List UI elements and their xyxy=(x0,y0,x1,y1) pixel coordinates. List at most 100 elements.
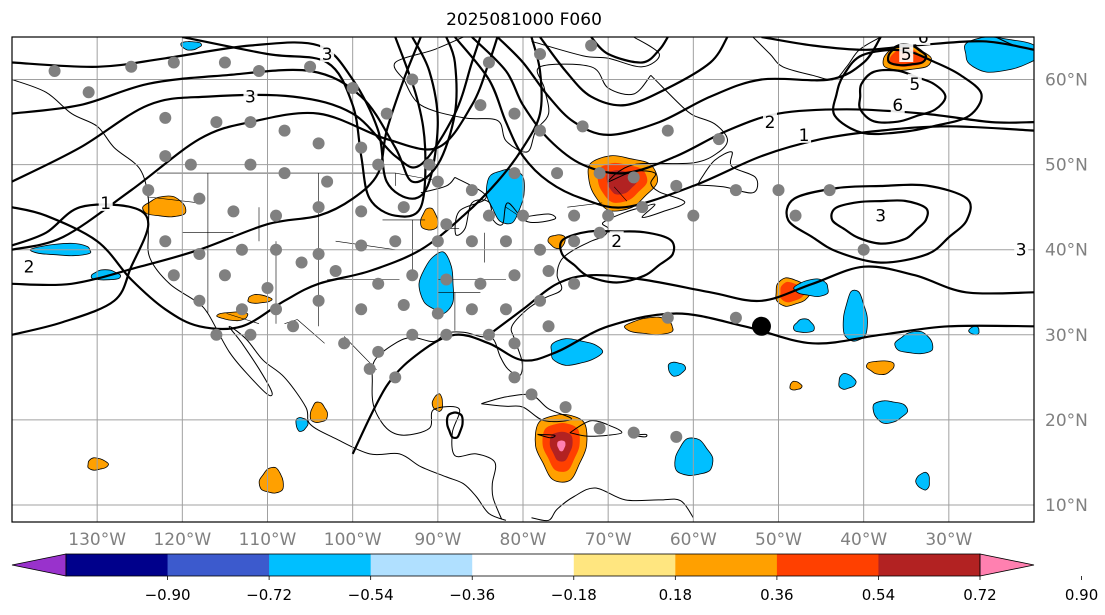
map-frame xyxy=(11,36,1035,523)
station-dot xyxy=(602,209,615,222)
station-dot xyxy=(210,116,223,129)
colorbar-tick-label: −0.54 xyxy=(348,586,394,604)
contour-label: 2 xyxy=(24,258,35,278)
station-dot xyxy=(585,39,598,52)
contour-ring xyxy=(785,183,972,264)
latitude-label: 60°N xyxy=(1045,71,1088,91)
contour-line xyxy=(12,37,439,200)
anomaly-blob xyxy=(547,234,566,249)
colorbar-segment xyxy=(66,554,169,576)
station-dot xyxy=(517,209,529,222)
station-dot xyxy=(534,48,547,61)
longitude-label: 110°W xyxy=(239,530,297,550)
colorbar-segment xyxy=(675,554,778,576)
station-dot xyxy=(712,133,725,146)
contour-label-bg xyxy=(1014,239,1029,258)
station-dot xyxy=(355,303,368,316)
station-dot xyxy=(125,60,138,73)
station-dot xyxy=(576,120,589,133)
longitude-label: 70°W xyxy=(585,530,632,550)
anomaly-blob xyxy=(557,440,566,452)
station-dot xyxy=(227,205,240,218)
colorbar-segment xyxy=(878,554,981,576)
station-dot xyxy=(568,209,581,222)
longitude-label: 130°W xyxy=(68,530,126,550)
longitude-label: 50°W xyxy=(755,530,802,550)
contour-line xyxy=(496,37,882,137)
station-dot xyxy=(423,158,436,171)
station-dot xyxy=(534,124,547,137)
anomaly-blob xyxy=(418,251,455,315)
station-dot xyxy=(261,282,274,295)
station-dot xyxy=(82,86,95,99)
station-dot xyxy=(159,111,172,124)
colorbar-tick-label: −0.90 xyxy=(145,586,191,604)
anomaly-blob xyxy=(258,466,284,494)
station-dot xyxy=(525,388,538,401)
station-dot xyxy=(235,243,248,256)
station-dot xyxy=(48,65,61,78)
contour-label: 6 xyxy=(892,96,903,116)
station-dot xyxy=(270,209,283,222)
station-dot xyxy=(312,247,325,260)
station-dot xyxy=(789,209,802,222)
station-dot xyxy=(568,277,581,290)
anomaly-blob xyxy=(420,207,439,231)
contour-line xyxy=(454,37,1034,209)
station-dot xyxy=(440,273,453,286)
anomaly-blob xyxy=(674,437,714,476)
station-dot xyxy=(857,243,870,256)
anomaly-blob xyxy=(789,380,803,391)
coastline xyxy=(403,63,652,153)
anomaly-blob xyxy=(87,457,109,471)
contour-line xyxy=(539,37,729,107)
latitude-label: 20°N xyxy=(1045,411,1088,431)
station-dot xyxy=(397,201,410,214)
contour-label: 3 xyxy=(1016,241,1027,261)
station-dot xyxy=(406,328,419,341)
anomaly-blob xyxy=(309,401,328,423)
contour-ring xyxy=(445,411,464,440)
station-dot xyxy=(593,167,606,180)
colorbar-tick-label: −0.36 xyxy=(449,586,495,604)
station-dot xyxy=(167,56,180,69)
contour-ring xyxy=(830,199,929,245)
colorbar-tick-label: 0.18 xyxy=(659,586,692,604)
station-dot xyxy=(431,175,444,188)
anomaly-blob xyxy=(142,195,187,218)
longitude-label: 30°W xyxy=(925,530,972,550)
station-dot xyxy=(244,328,257,341)
station-dot xyxy=(355,141,368,154)
station-dot xyxy=(278,167,291,180)
station-dot xyxy=(627,426,640,439)
colorbar-segment xyxy=(472,554,575,576)
station-dot xyxy=(636,201,649,214)
station-dot xyxy=(406,269,419,282)
colorbar-segment xyxy=(370,554,473,576)
station-dot xyxy=(252,65,265,78)
colorbar-tick-label: 0.36 xyxy=(760,586,793,604)
station-dot xyxy=(482,328,495,341)
contour-label: 2 xyxy=(765,113,776,133)
colorbar-segment xyxy=(776,554,879,576)
colorbar-tick-label: −0.72 xyxy=(246,586,292,604)
station-dot xyxy=(508,269,521,282)
contour-label-bg xyxy=(98,192,113,211)
station-dot xyxy=(287,320,300,333)
contour-ring xyxy=(832,48,983,136)
station-dot xyxy=(823,184,836,197)
station-dot xyxy=(729,311,742,324)
colorbar-segment xyxy=(269,554,372,576)
storm-center-marker xyxy=(751,316,771,336)
contour-line xyxy=(488,265,1034,336)
state-border xyxy=(567,202,603,208)
station-dot xyxy=(406,73,419,86)
longitude-label: 80°W xyxy=(500,530,547,550)
station-dot xyxy=(499,235,512,248)
longitude-label: 60°W xyxy=(670,530,717,550)
station-dot xyxy=(193,247,206,260)
coastline xyxy=(12,79,507,521)
station-dot xyxy=(159,235,172,248)
coastline xyxy=(537,433,556,439)
contour-label-bg xyxy=(873,205,888,224)
